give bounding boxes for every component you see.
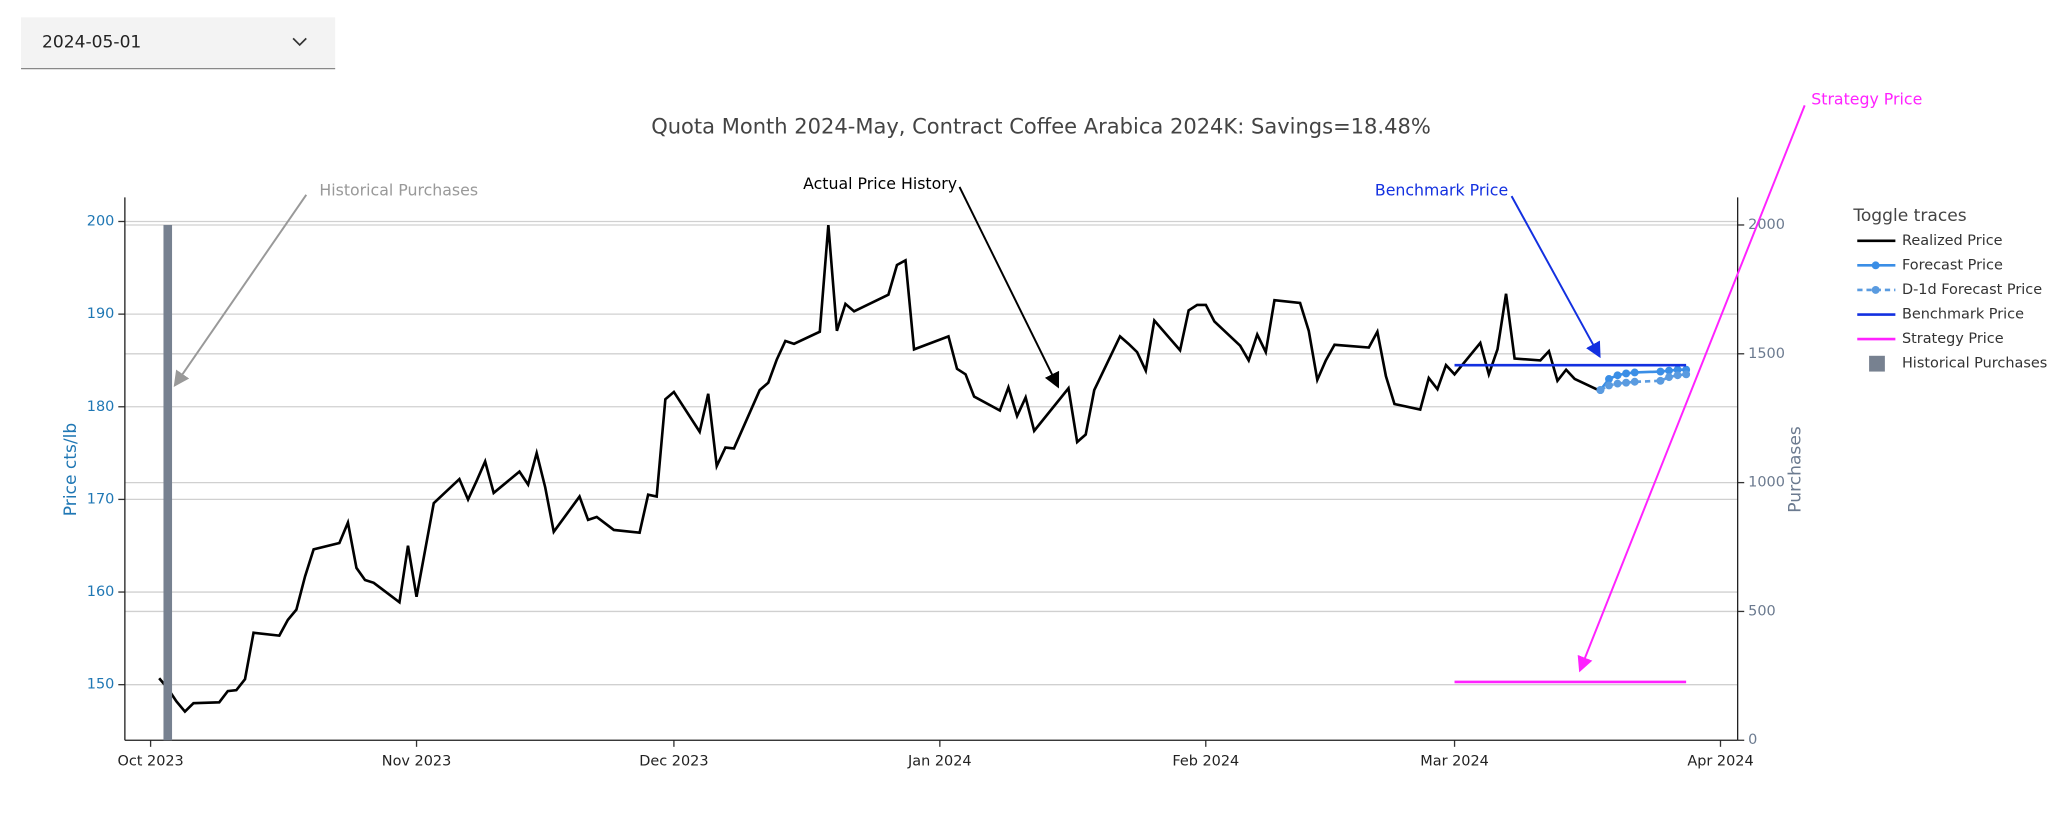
legend-swatch <box>1869 355 1885 372</box>
y-tick-label: 180 <box>87 399 115 415</box>
y-tick-label: 160 <box>87 584 115 600</box>
purchase-bar <box>163 224 173 741</box>
annotation-arrow <box>173 194 308 387</box>
legend-item[interactable]: Historical Purchases <box>1869 356 2047 372</box>
legend-item[interactable]: Realized Price <box>1857 233 2003 249</box>
legend-label: Historical Purchases <box>1902 356 2047 372</box>
legend-item[interactable]: D-1d Forecast Price <box>1857 282 2042 298</box>
legend: Toggle traces Realized Price Forecast Pri… <box>1852 206 2047 372</box>
series-marker <box>1630 377 1639 386</box>
annotation: Actual Price History <box>803 174 957 193</box>
series-marker <box>1656 376 1665 385</box>
chart-title: Quota Month 2024-May, Contract Coffee Ar… <box>651 114 1431 139</box>
series-marker <box>1673 371 1682 380</box>
annotation-arrow <box>1510 195 1601 359</box>
x-tick-label: Nov 2023 <box>382 753 452 769</box>
series-marker <box>1630 368 1639 377</box>
legend-item[interactable]: Strategy Price <box>1857 331 2004 347</box>
y-tick-label: 190 <box>87 306 115 322</box>
series-marker <box>1605 375 1613 383</box>
series-marker <box>1613 371 1622 380</box>
legend-label: Benchmark Price <box>1902 307 2024 323</box>
x-tick-label: Feb 2024 <box>1172 753 1239 769</box>
series-marker <box>1605 381 1613 390</box>
annotation: Strategy Price <box>1811 90 1922 109</box>
legend-label: Strategy Price <box>1902 331 2004 347</box>
legend-item[interactable]: Forecast Price <box>1857 257 2003 273</box>
annotation: Historical Purchases <box>319 180 478 199</box>
series-marker <box>1656 367 1665 376</box>
legend-item[interactable]: Benchmark Price <box>1857 307 2024 323</box>
legend-label: Forecast Price <box>1902 257 2003 273</box>
y-tick-label: 170 <box>87 491 115 507</box>
annotation: Benchmark Price <box>1375 180 1508 199</box>
series-marker <box>1665 373 1673 382</box>
annotation-arrow <box>958 186 1060 389</box>
series-marker <box>1673 365 1682 374</box>
legend-title: Toggle traces <box>1852 206 1966 226</box>
dropdown-box[interactable] <box>21 17 336 69</box>
y2-tick-label: 1000 <box>1748 475 1785 491</box>
x-tick-label: Mar 2024 <box>1420 753 1489 769</box>
legend-label: Realized Price <box>1902 233 2003 249</box>
legend-marker <box>1871 285 1880 294</box>
y2-tick-label: 500 <box>1748 603 1776 619</box>
dropdown-chevron <box>292 37 307 47</box>
x-tick-label: Apr 2024 <box>1687 753 1753 769</box>
series-marker <box>1596 386 1605 395</box>
annotations: Historical Purchases Actual Price Histor… <box>173 90 1922 673</box>
series-marker <box>1665 366 1673 375</box>
y-tick-label: 150 <box>87 677 115 693</box>
series-line <box>1599 368 1687 391</box>
series-marker <box>1622 369 1631 378</box>
annotation-arrow <box>1577 105 1806 673</box>
series-marker <box>1682 370 1691 379</box>
series-marker <box>1613 379 1622 388</box>
dropdown-value: 2024-05-01 <box>42 32 141 52</box>
series-line <box>158 225 1601 714</box>
y2-tick-label: 1500 <box>1748 346 1785 362</box>
x-tick-label: Jan 2024 <box>907 753 972 769</box>
legend-label: D-1d Forecast Price <box>1902 282 2042 298</box>
x-tick-label: Oct 2023 <box>117 753 183 769</box>
x-tick-label: Dec 2023 <box>639 753 708 769</box>
y2-tick-label: 0 <box>1748 732 1757 748</box>
legend-marker <box>1871 261 1880 270</box>
y-axis-label: Price cts/lb <box>61 423 81 516</box>
y2-tick-label: 2000 <box>1748 217 1785 233</box>
series-marker <box>1622 378 1631 387</box>
y-tick-label: 200 <box>87 213 115 229</box>
dropdown[interactable]: 2024-05-01 <box>21 17 336 70</box>
y2-axis-label: Purchases <box>1785 426 1805 513</box>
